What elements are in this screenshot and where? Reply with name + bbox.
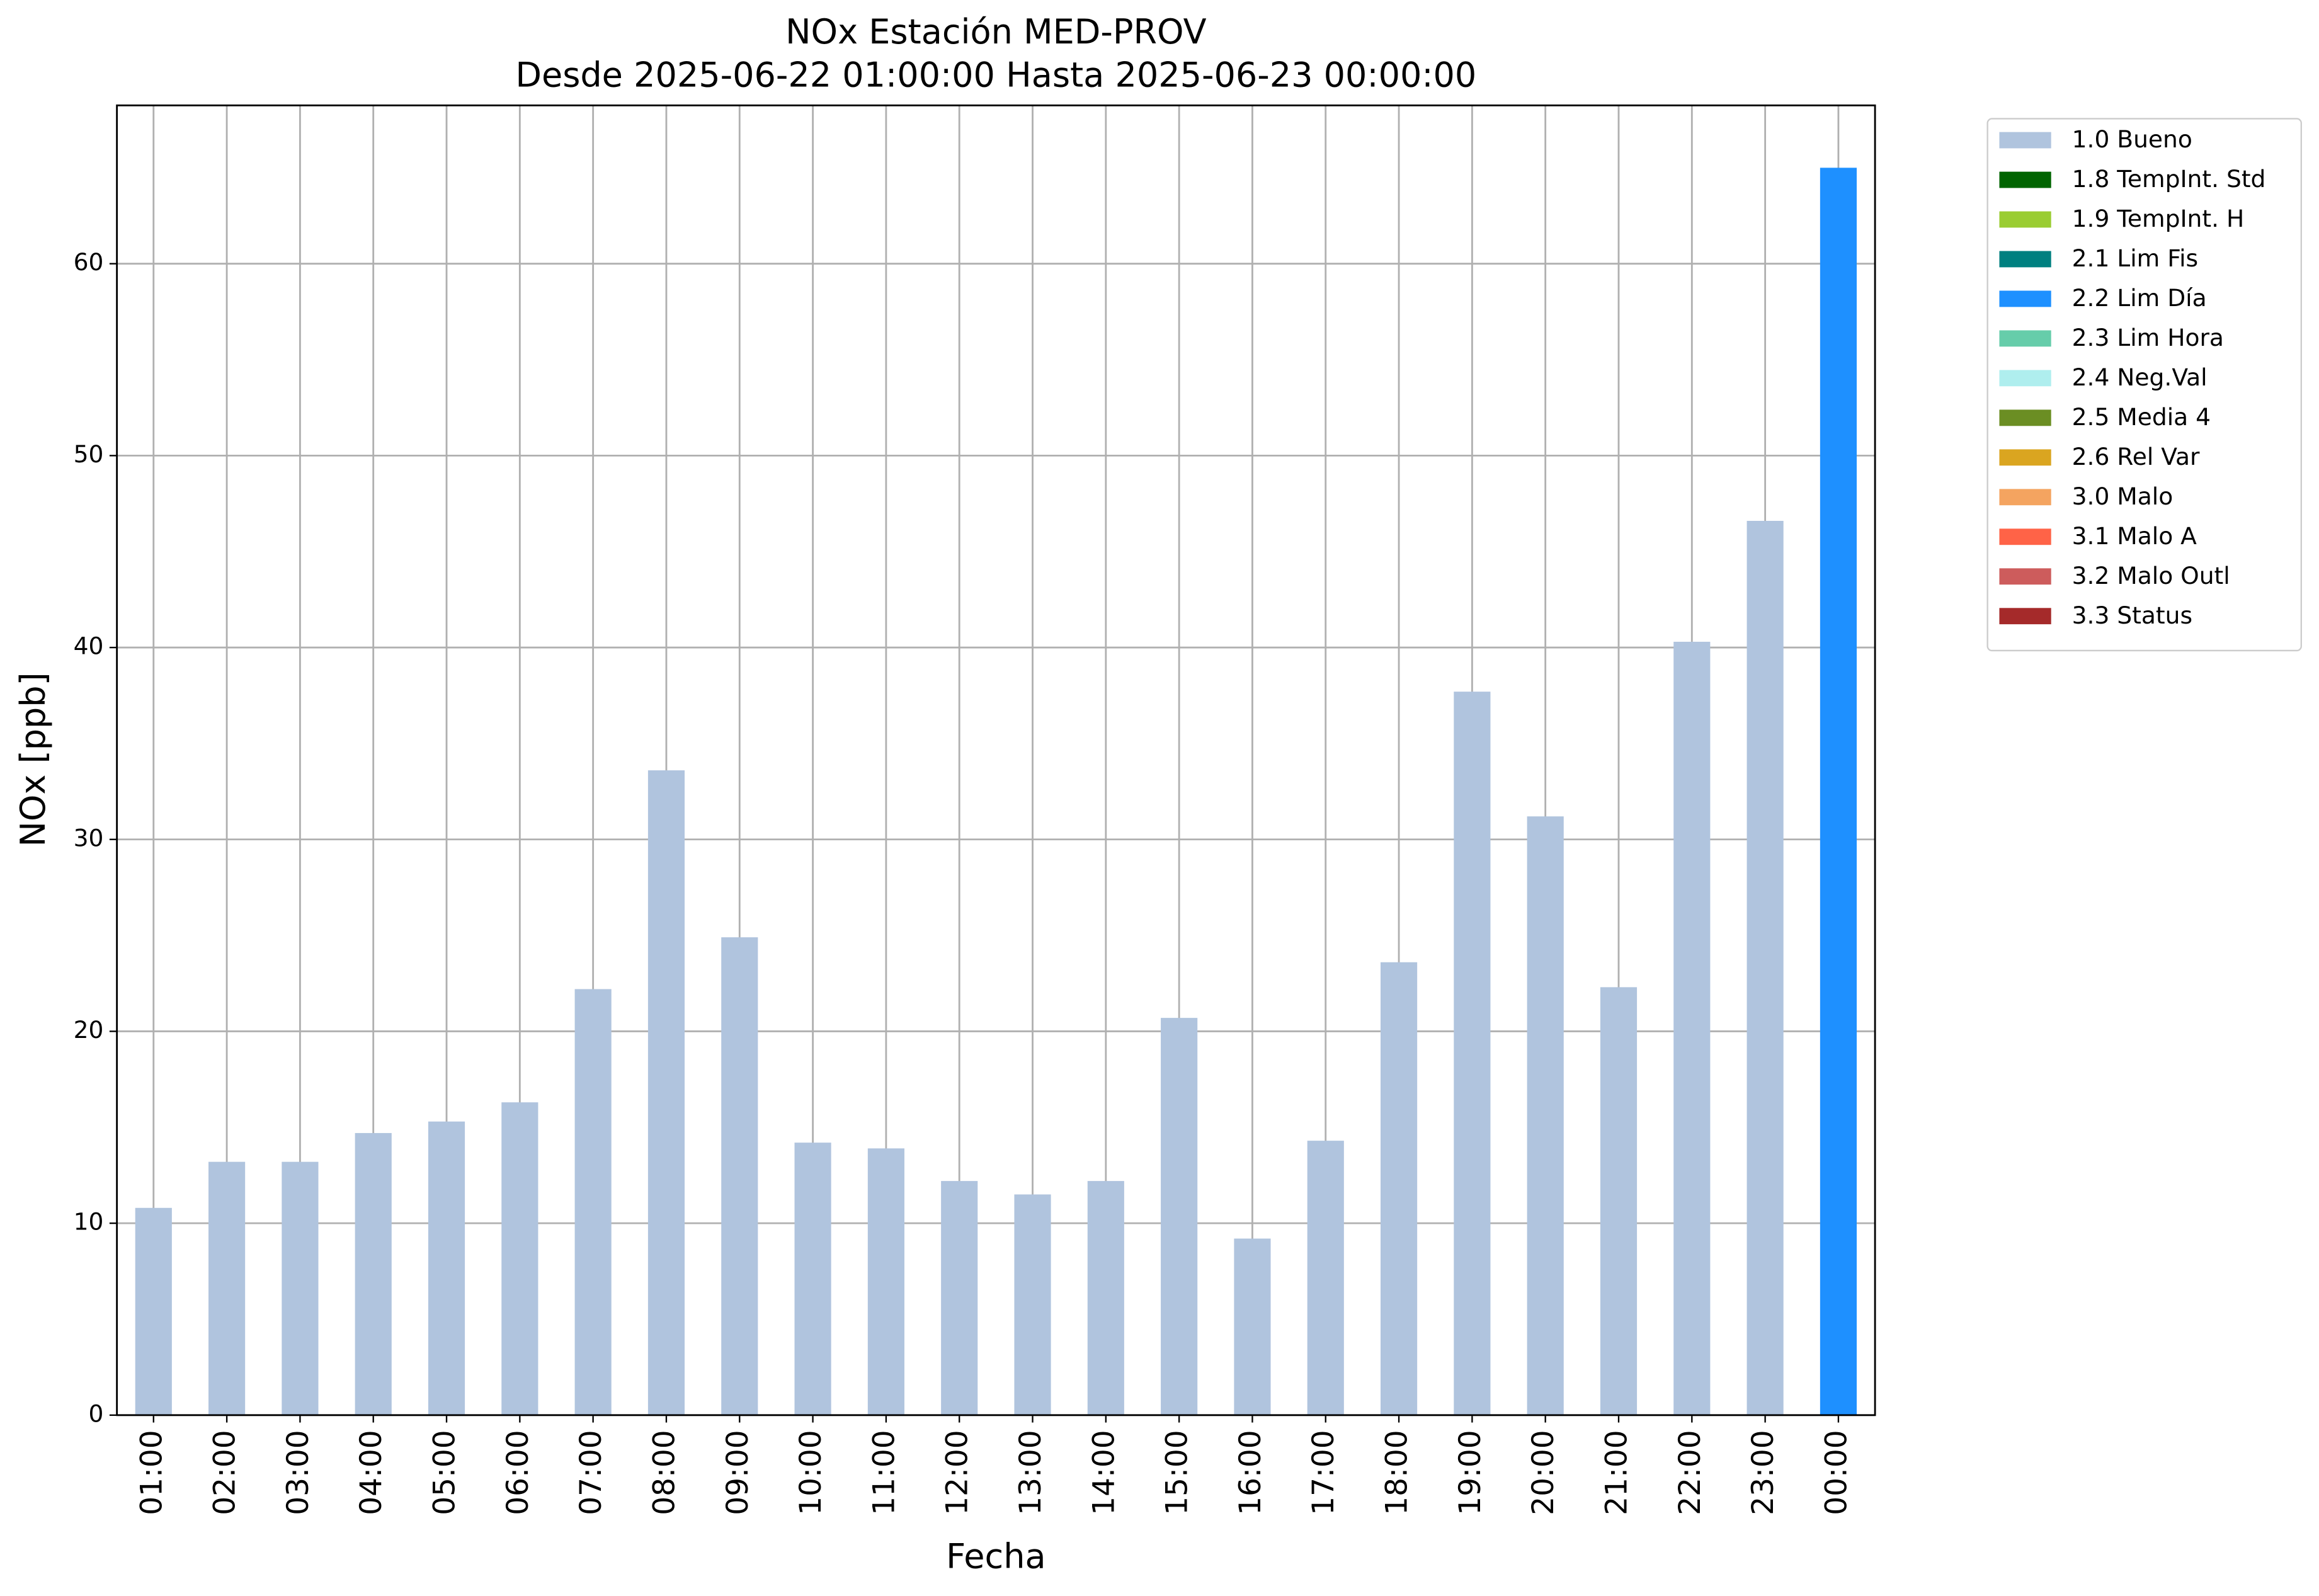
bar — [1087, 1181, 1124, 1415]
chart-subtitle: Desde 2025-06-22 01:00:00 Hasta 2025-06-… — [515, 55, 1476, 94]
bar — [1161, 1018, 1198, 1415]
legend-swatch — [1999, 132, 2051, 149]
x-tick-label: 13:00 — [1013, 1430, 1048, 1515]
x-tick-label: 23:00 — [1746, 1430, 1781, 1515]
legend-label: 3.0 Malo — [2072, 482, 2174, 510]
x-tick-label: 01:00 — [134, 1430, 169, 1515]
bar — [1820, 168, 1857, 1415]
legend-label: 2.4 Neg.Val — [2072, 363, 2208, 391]
legend-swatch — [1999, 489, 2051, 506]
bar — [282, 1161, 319, 1415]
bar — [1307, 1141, 1344, 1415]
x-tick-label: 22:00 — [1673, 1430, 1707, 1515]
legend-label: 1.8 TempInt. Std — [2072, 165, 2266, 193]
y-tick-label: 0 — [89, 1399, 104, 1427]
x-tick-label: 08:00 — [647, 1430, 681, 1515]
legend-swatch — [1999, 449, 2051, 466]
bar — [1380, 962, 1418, 1415]
bar — [574, 989, 612, 1415]
legend-swatch — [1999, 211, 2051, 228]
legend-label: 2.1 Lim Fis — [2072, 244, 2199, 272]
legend-swatch — [1999, 330, 2051, 347]
legend-swatch — [1999, 171, 2051, 188]
x-tick-label: 04:00 — [354, 1430, 389, 1515]
legend-swatch — [1999, 290, 2051, 307]
y-tick-label: 40 — [74, 632, 104, 660]
bar — [1454, 692, 1491, 1415]
y-tick-label: 60 — [74, 248, 104, 276]
legend-label: 2.2 Lim Día — [2072, 284, 2207, 312]
y-tick-label: 10 — [74, 1208, 104, 1236]
y-tick-label: 30 — [74, 824, 104, 852]
x-tick-label: 16:00 — [1233, 1430, 1268, 1515]
y-tick-label: 20 — [74, 1016, 104, 1044]
x-tick-label: 19:00 — [1453, 1430, 1488, 1515]
x-tick-label: 15:00 — [1160, 1430, 1195, 1515]
legend-label: 2.5 Media 4 — [2072, 403, 2211, 431]
y-tick-label: 50 — [74, 440, 104, 468]
legend-label: 3.1 Malo A — [2072, 522, 2197, 550]
x-tick-label: 00:00 — [1819, 1430, 1854, 1515]
legend-box — [1986, 118, 2302, 652]
x-tick-label: 10:00 — [794, 1430, 828, 1515]
legend-swatch — [1999, 370, 2051, 387]
x-axis-label: Fecha — [946, 1536, 1046, 1576]
legend-swatch — [1999, 568, 2051, 585]
bar — [428, 1121, 465, 1415]
x-tick-label: 09:00 — [721, 1430, 755, 1515]
bar — [647, 770, 685, 1415]
x-tick-label: 20:00 — [1526, 1430, 1561, 1515]
legend-label: 2.3 Lim Hora — [2072, 324, 2224, 351]
bar — [1746, 520, 1784, 1415]
bar — [135, 1207, 172, 1415]
legend-label: 2.6 Rel Var — [2072, 443, 2200, 470]
legend-swatch — [1999, 608, 2051, 625]
x-tick-label: 18:00 — [1380, 1430, 1415, 1515]
bar — [501, 1102, 538, 1415]
legend-swatch — [1999, 251, 2051, 268]
bar — [721, 937, 758, 1415]
legend-label: 1.0 Bueno — [2072, 125, 2192, 153]
x-tick-label: 02:00 — [208, 1430, 242, 1515]
y-axis-label: NOx [ppb] — [13, 672, 53, 846]
x-tick-label: 05:00 — [428, 1430, 462, 1515]
bar — [941, 1181, 978, 1415]
legend-swatch — [1999, 409, 2051, 426]
x-tick-label: 14:00 — [1086, 1430, 1121, 1515]
legend-label: 1.9 TempInt. H — [2072, 205, 2245, 232]
bar — [867, 1148, 904, 1415]
x-tick-label: 21:00 — [1599, 1430, 1634, 1515]
plot-frame — [116, 104, 1876, 1416]
bar — [1014, 1194, 1051, 1415]
x-tick-label: 12:00 — [940, 1430, 975, 1515]
bar — [208, 1161, 246, 1415]
bar — [794, 1143, 831, 1415]
chart-title: NOx Estación MED-PROV — [785, 12, 1206, 52]
bar — [1600, 987, 1638, 1415]
legend-label: 3.3 Status — [2072, 601, 2192, 629]
bar — [355, 1132, 392, 1415]
bar — [1673, 641, 1711, 1415]
x-tick-label: 03:00 — [281, 1430, 316, 1515]
bars — [135, 168, 1857, 1415]
x-tick-label: 17:00 — [1306, 1430, 1341, 1515]
x-tick-label: 07:00 — [574, 1430, 608, 1515]
legend-swatch — [1999, 528, 2051, 545]
legend-label: 3.2 Malo Outl — [2072, 562, 2230, 590]
bar — [1527, 816, 1564, 1415]
x-tick-label: 11:00 — [867, 1430, 901, 1515]
x-tick-label: 06:00 — [501, 1430, 535, 1515]
bar — [1234, 1238, 1271, 1415]
